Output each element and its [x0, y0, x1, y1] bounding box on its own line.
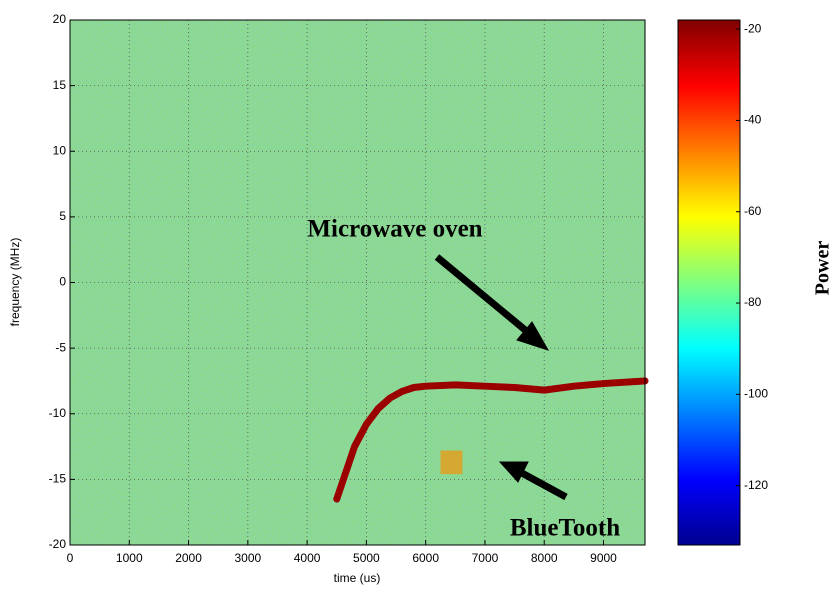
x-axis-label: time (us) — [334, 571, 381, 585]
annotation: BlueTooth — [510, 515, 620, 542]
annotation: Microwave oven — [307, 216, 482, 243]
y-tick-label: -5 — [55, 340, 66, 354]
x-tick-label: 5000 — [353, 551, 380, 565]
x-tick-label: 8000 — [531, 551, 558, 565]
y-tick-label: 0 — [59, 275, 66, 289]
arrows — [434, 254, 568, 501]
x-tick-label: 4000 — [294, 551, 321, 565]
y-tick-label: -10 — [49, 406, 67, 420]
colorbar-tick-label: -60 — [744, 204, 762, 218]
y-tick-label: 15 — [53, 78, 67, 92]
y-axis-label: frequency (MHz) — [8, 238, 22, 327]
x-tick-label: 7000 — [472, 551, 499, 565]
colorbar-tick-label: -20 — [744, 21, 762, 35]
y-tick-label: -20 — [49, 537, 67, 551]
signal-trace — [333, 377, 649, 503]
y-tick-label: -15 — [49, 472, 67, 486]
arrow — [518, 468, 568, 501]
colorbar-tick-label: -40 — [744, 113, 762, 127]
bluetooth-region — [440, 450, 463, 475]
y-tick-label: 20 — [53, 12, 67, 26]
x-tick-label: 9000 — [590, 551, 617, 565]
colorbar — [677, 19, 741, 546]
x-tick-label: 1000 — [116, 551, 143, 565]
arrow-head — [498, 461, 529, 483]
y-tick-label: 10 — [53, 143, 67, 157]
arrow — [434, 254, 533, 337]
x-tick-label: 0 — [67, 551, 74, 565]
x-tick-label: 3000 — [234, 551, 261, 565]
y-tick-label: 5 — [59, 209, 66, 223]
arrow-head — [516, 321, 550, 351]
colorbar-label: Power — [812, 241, 834, 296]
colorbar-tick-label: -120 — [744, 478, 768, 492]
colorbar-tick-label: -100 — [744, 387, 768, 401]
x-tick-label: 2000 — [175, 551, 202, 565]
x-tick-label: 6000 — [412, 551, 439, 565]
colorbar-tick-label: -80 — [744, 295, 762, 309]
noise — [70, 20, 645, 545]
